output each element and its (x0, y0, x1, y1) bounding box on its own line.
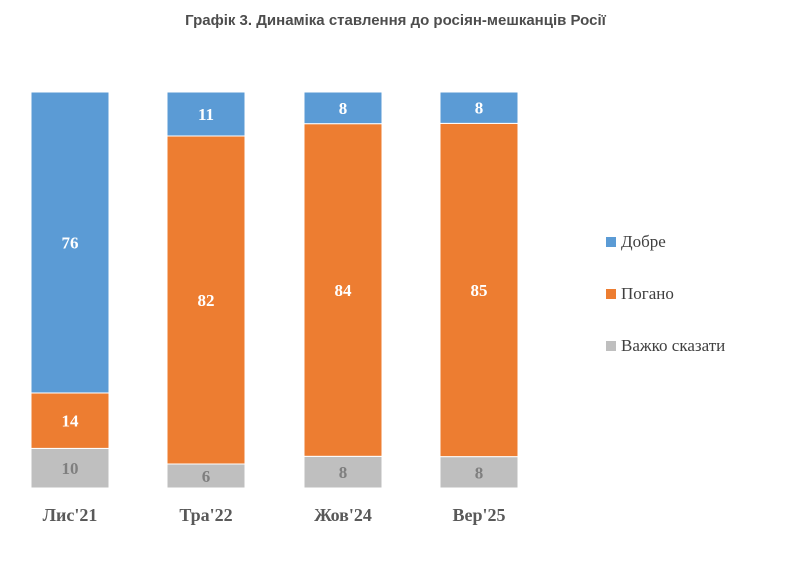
legend-swatch (606, 341, 616, 351)
data-label: 82 (198, 291, 215, 310)
chart-title: Графік 3. Динаміка ставлення до росіян-м… (185, 12, 606, 29)
bar-segment (30, 392, 110, 449)
category-tick-label: Жов'24 (314, 505, 372, 525)
category-tick-label: Лис'21 (43, 505, 98, 525)
bar-segment (30, 91, 110, 394)
data-label: 14 (62, 412, 80, 431)
data-label: 6 (202, 467, 211, 486)
category-tick-label: Вер'25 (452, 505, 505, 525)
bar-segment (166, 463, 246, 489)
bar-segment (166, 91, 246, 137)
data-label: 11 (198, 105, 214, 124)
data-label: 8 (475, 99, 484, 118)
data-label: 84 (335, 281, 353, 300)
bar-segment (439, 91, 519, 124)
bar-segment (303, 91, 383, 125)
bar-segment (303, 123, 383, 457)
bar-segment (303, 455, 383, 489)
data-label: 85 (471, 281, 488, 300)
legend-label: Добре (621, 232, 666, 251)
data-label: 8 (339, 463, 348, 482)
bar-segment (30, 447, 110, 489)
legend-swatch (606, 237, 616, 247)
data-label: 10 (62, 459, 79, 478)
legend-label: Важко сказати (621, 336, 725, 355)
legend-swatch (606, 289, 616, 299)
data-label: 76 (62, 233, 79, 252)
data-label: 8 (475, 463, 484, 482)
data-label: 8 (339, 99, 348, 118)
legend-label: Погано (621, 284, 674, 303)
category-tick-label: Тра'22 (179, 505, 232, 525)
bar-segment (439, 122, 519, 458)
